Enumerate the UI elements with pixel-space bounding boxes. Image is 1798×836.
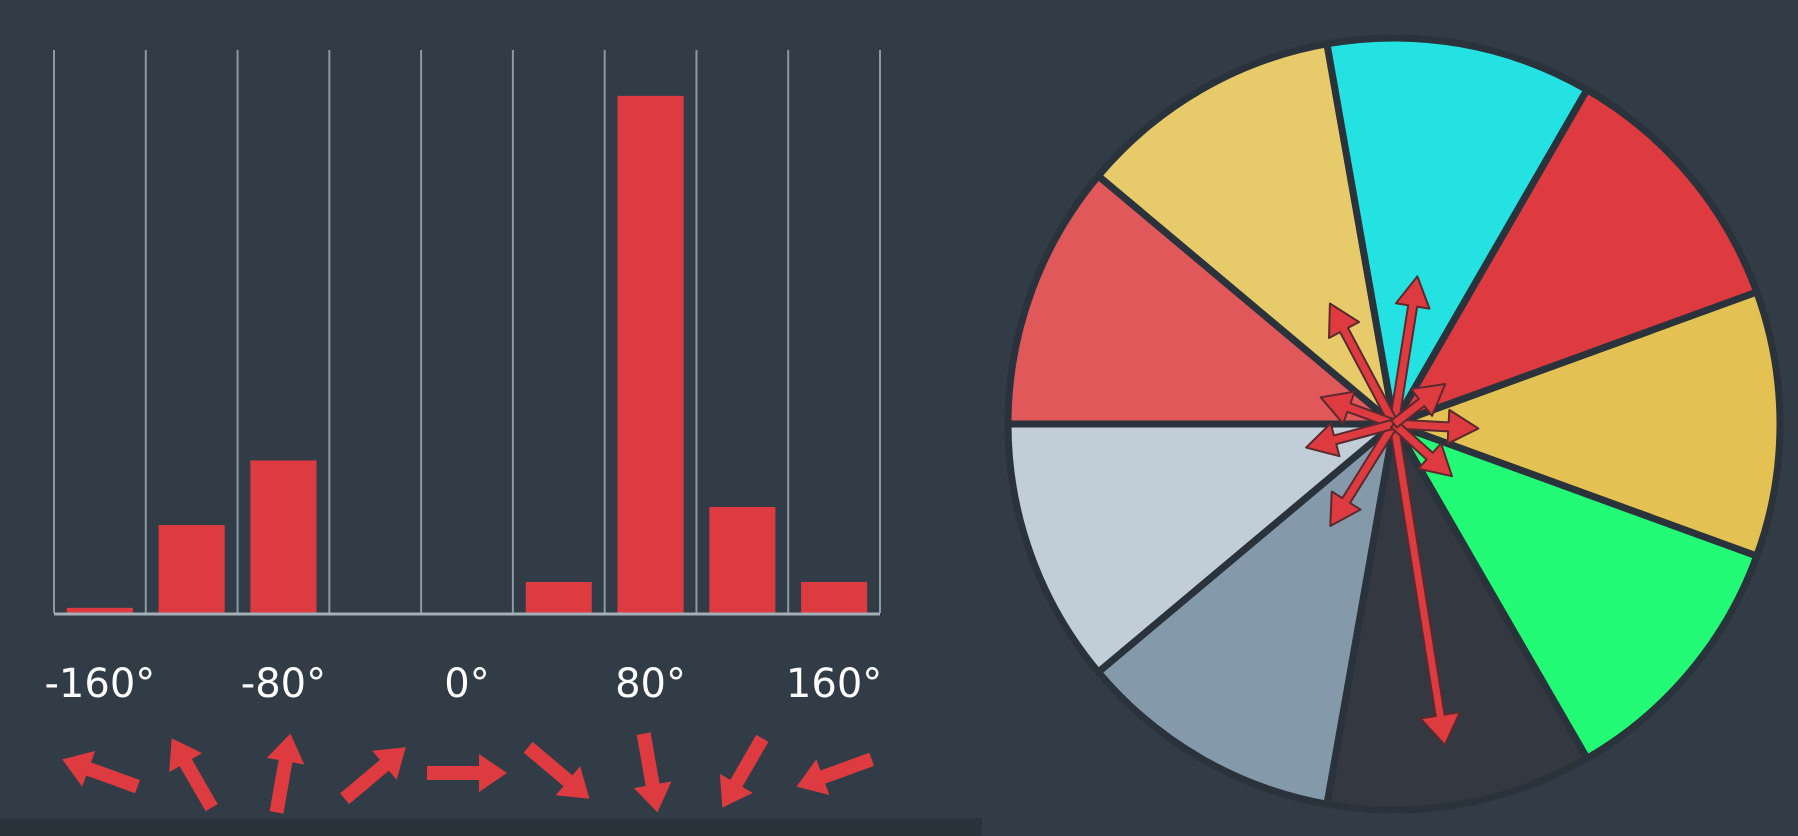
- pie-slice: [1390, 288, 1784, 560]
- vector-arrow-icon: [1329, 420, 1399, 527]
- vector-arrow-icon: [1389, 419, 1453, 478]
- pie-slice: [1390, 86, 1761, 428]
- histogram-bar: [525, 581, 592, 613]
- direction-arrow-icon: [62, 751, 140, 794]
- x-tick-label: -80°: [241, 661, 326, 707]
- pie-slice: [1323, 420, 1591, 814]
- direction-arrow-icon: [719, 734, 769, 808]
- direction-arrow-icon: [427, 754, 507, 792]
- vector-arrow-icon: [1388, 422, 1461, 746]
- orientation-histogram: -160° -80° 0° 80° 160°: [44, 50, 882, 707]
- pie-slice: [1390, 420, 1761, 762]
- x-tick-label: 0°: [444, 661, 489, 707]
- pie-slice: [1094, 40, 1398, 428]
- bottom-shadow-band: [0, 818, 982, 836]
- histogram-bar: [158, 525, 225, 613]
- vector-arrow-icon: [1305, 418, 1397, 458]
- histogram-bar: [709, 506, 776, 613]
- histogram-bar: [801, 581, 868, 613]
- direction-arrow-icon: [340, 747, 406, 805]
- pie-slice: [1094, 420, 1398, 808]
- direction-arrow-row: [62, 732, 875, 814]
- pie-slice: [1004, 420, 1398, 676]
- vector-arrow-icon: [1390, 382, 1447, 429]
- x-tick-label: 160°: [786, 661, 882, 707]
- direction-arrow-icon: [796, 752, 875, 795]
- direction-arrow-icon: [633, 732, 672, 813]
- direction-arrow-icon: [169, 738, 218, 812]
- direction-arrow-icon: [266, 733, 305, 814]
- histogram-bar: [617, 95, 684, 614]
- vector-arrow-icon: [1327, 302, 1399, 428]
- pie-slice: [1004, 172, 1398, 428]
- histogram-bar: [250, 460, 317, 613]
- vector-arrow-icon: [1388, 275, 1431, 426]
- direction-arrow-icon: [523, 741, 590, 799]
- x-tick-label: -160°: [44, 661, 155, 707]
- vector-arrow-icon: [1319, 390, 1397, 430]
- pie-slice: [1323, 34, 1591, 428]
- x-tick-label: 80°: [615, 661, 686, 707]
- histogram-bar: [66, 607, 133, 613]
- orientation-pie: [1004, 34, 1784, 814]
